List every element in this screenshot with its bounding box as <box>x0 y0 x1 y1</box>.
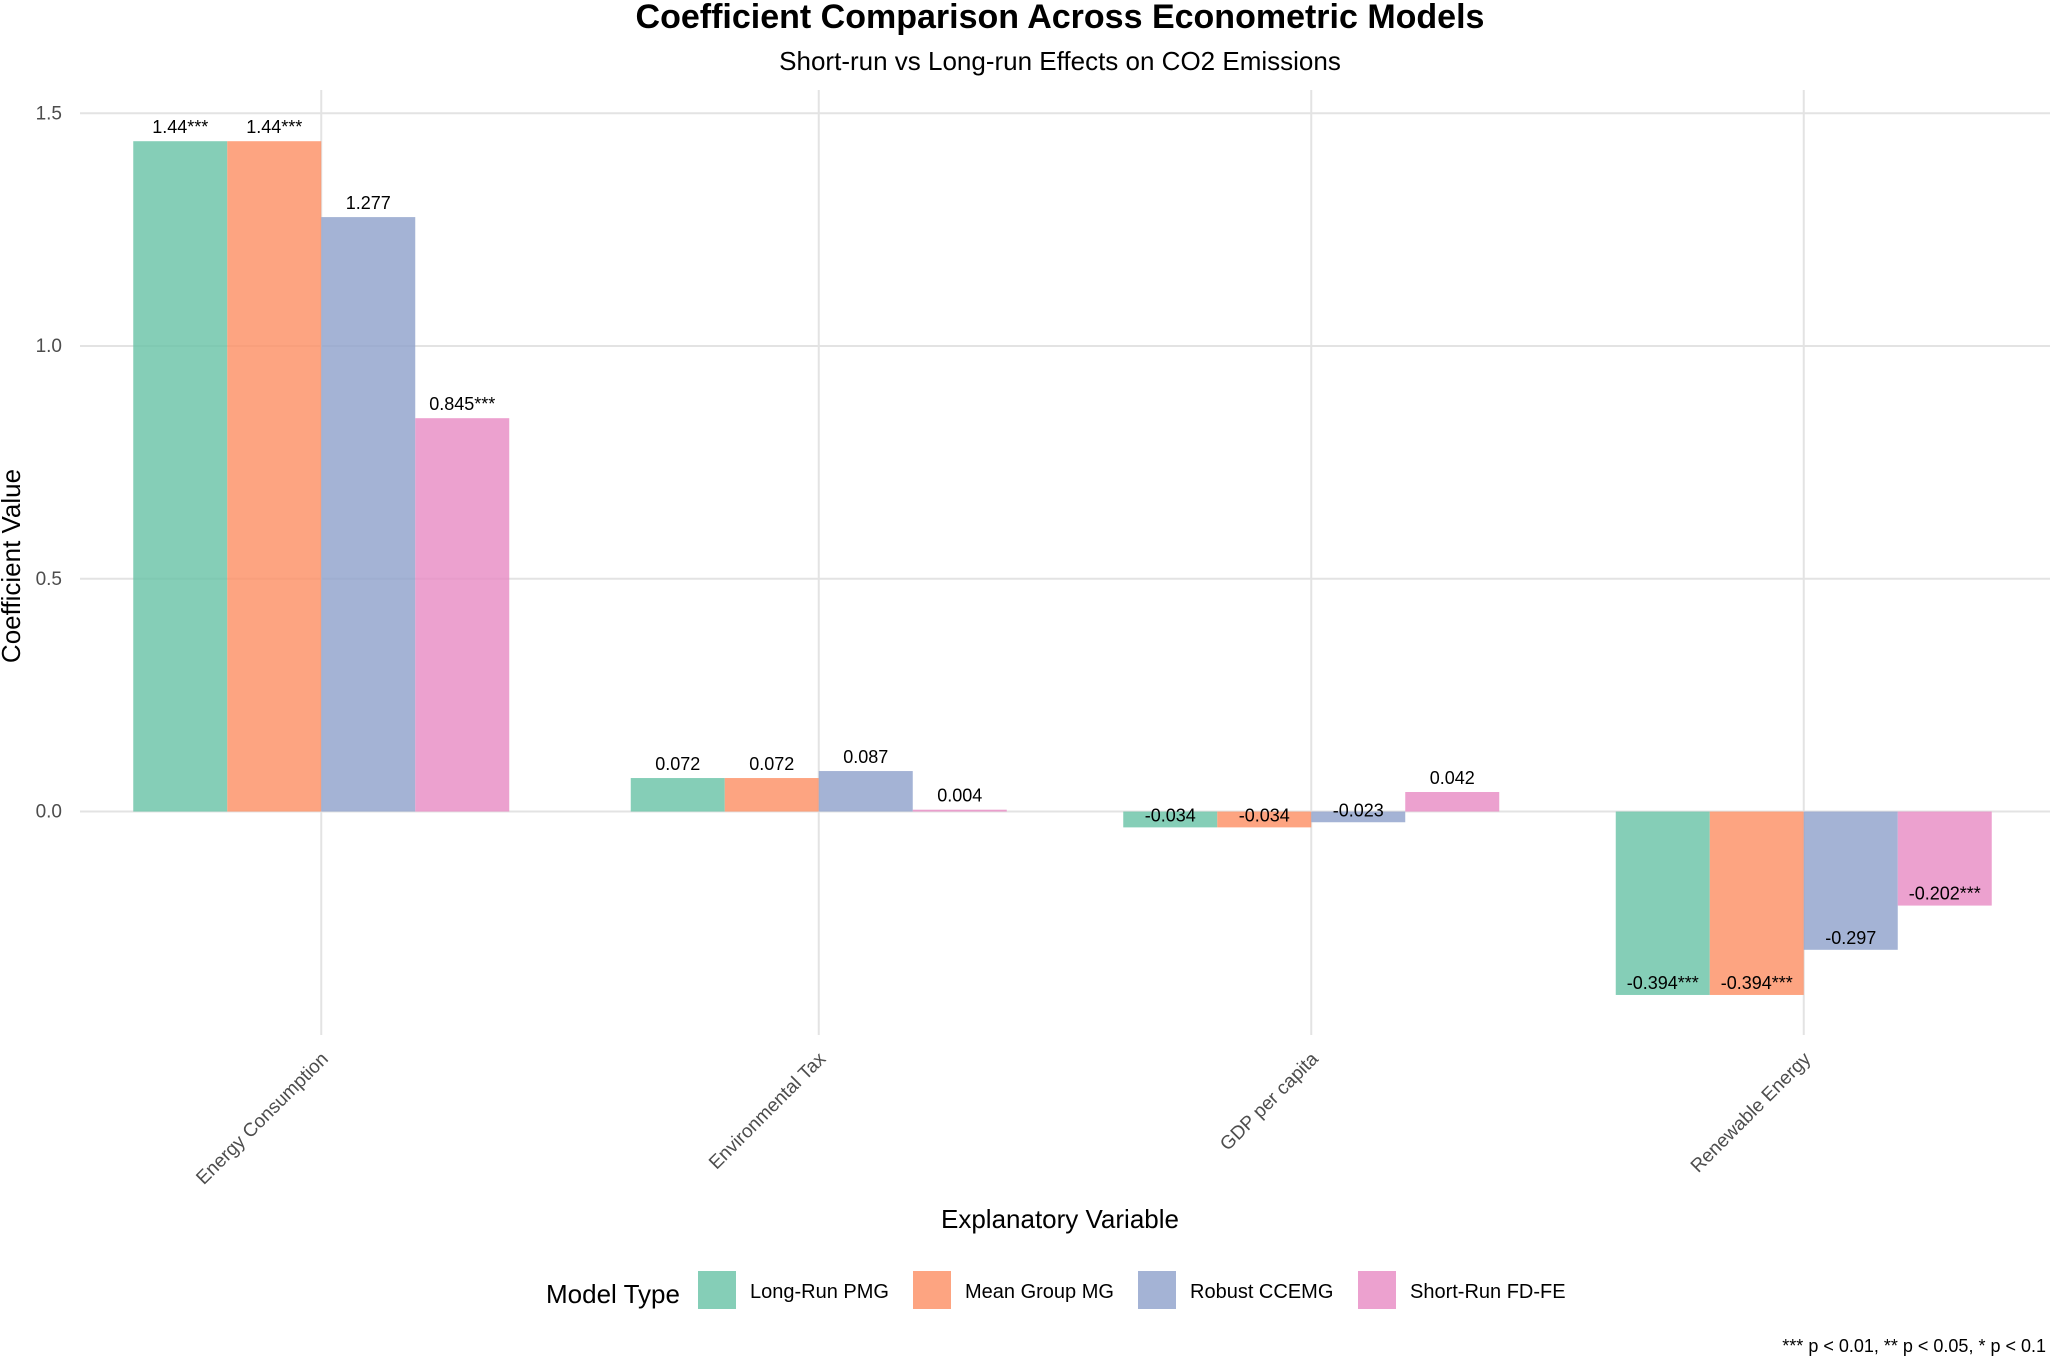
bar-short-run-fd-fe <box>1405 792 1500 812</box>
bar-mean-group-mg <box>227 141 322 812</box>
bar-short-run-fd-fe <box>1897 811 1992 906</box>
data-label: 0.072 <box>749 754 794 774</box>
y-tick-label: 1.0 <box>36 336 62 357</box>
legend-label: Mean Group MG <box>965 1281 1114 1303</box>
x-tick-label: Energy Consumption <box>192 1049 332 1189</box>
bar-long-run-pmg <box>133 141 228 812</box>
data-label: -0.034 <box>1145 805 1196 825</box>
bar-long-run-pmg <box>1123 811 1218 828</box>
significance-caption: *** p < 0.01, ** p < 0.05, * p < 0.1 <box>1782 1336 2046 1356</box>
y-axis-title: Coefficient Value <box>0 469 26 663</box>
bar-robust-ccemg <box>1311 811 1406 823</box>
legend-title: Model Type <box>546 1279 680 1309</box>
bar-mean-group-mg <box>724 778 819 812</box>
bar-mean-group-mg <box>1217 811 1312 828</box>
data-label: -0.034 <box>1239 805 1290 825</box>
data-label: 1.44*** <box>152 117 208 137</box>
data-labels: 1.44*** 0.072 -0.034 -0.394*** 1.44*** 0.072 -… <box>152 117 1981 993</box>
data-label: 1.277 <box>346 193 391 213</box>
chart-title: Coefficient Comparison Across Econometri… <box>636 0 1485 36</box>
bar-mean-group-mg <box>1709 811 1804 995</box>
legend-label: Robust CCEMG <box>1190 1281 1333 1303</box>
bar-robust-ccemg <box>1803 811 1898 950</box>
data-label: -0.023 <box>1333 800 1384 820</box>
legend-swatch <box>1138 1271 1176 1309</box>
bar-robust-ccemg <box>818 771 913 812</box>
data-label: 1.44*** <box>246 117 302 137</box>
x-axis-title: Explanatory Variable <box>941 1204 1179 1234</box>
data-label: -0.202*** <box>1909 884 1981 904</box>
bar-robust-ccemg <box>321 217 416 812</box>
data-label: -0.297 <box>1825 928 1876 948</box>
bar-short-run-fd-fe <box>415 418 510 812</box>
bar-long-run-pmg <box>1615 811 1710 995</box>
x-tick-label: Environmental Tax <box>705 1048 830 1173</box>
legend-label: Short-Run FD-FE <box>1410 1281 1566 1303</box>
legend-label: Long-Run PMG <box>750 1281 889 1303</box>
legend: Model Type Long-Run PMG Mean Group MG Robu… <box>546 1271 1566 1309</box>
bar-short-run-fd-fe <box>912 809 1007 812</box>
bars <box>133 141 1992 995</box>
y-tick-label: 0.0 <box>36 802 62 823</box>
data-label: -0.394*** <box>1721 973 1793 993</box>
data-label: 0.845*** <box>429 394 495 414</box>
chart-subtitle: Short-run vs Long-run Effects on CO2 Emi… <box>779 46 1341 76</box>
data-label: 0.004 <box>937 786 982 806</box>
data-label: -0.394*** <box>1627 973 1699 993</box>
legend-swatch <box>913 1271 951 1309</box>
y-tick-label: 0.5 <box>36 569 62 590</box>
legend-swatch <box>1358 1271 1396 1309</box>
data-label: 0.072 <box>655 754 700 774</box>
x-tick-label: Renewable Energy <box>1687 1048 1816 1177</box>
y-tick-label: 1.5 <box>36 103 62 124</box>
data-label: 0.087 <box>843 747 888 767</box>
legend-swatch <box>698 1271 736 1309</box>
data-label: 0.042 <box>1430 768 1475 788</box>
bar-long-run-pmg <box>630 778 725 812</box>
x-tick-label: GDP per capita <box>1216 1048 1323 1155</box>
